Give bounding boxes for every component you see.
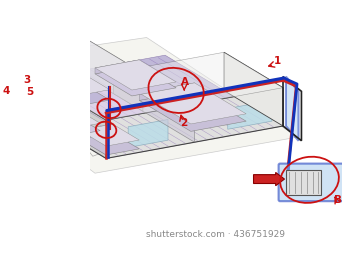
Polygon shape — [0, 33, 195, 120]
Text: 4: 4 — [3, 86, 10, 95]
FancyBboxPatch shape — [279, 164, 342, 201]
Text: 5: 5 — [26, 87, 33, 97]
Polygon shape — [29, 67, 110, 98]
Polygon shape — [139, 83, 195, 100]
Polygon shape — [139, 90, 246, 131]
Polygon shape — [0, 49, 106, 158]
Text: B: B — [333, 195, 342, 206]
FancyArrow shape — [253, 172, 285, 186]
Polygon shape — [44, 106, 100, 128]
Text: 2: 2 — [180, 118, 187, 128]
Polygon shape — [224, 52, 283, 126]
Polygon shape — [80, 133, 139, 155]
Polygon shape — [80, 124, 113, 139]
Polygon shape — [0, 38, 298, 173]
Polygon shape — [139, 83, 246, 124]
Text: 1: 1 — [274, 56, 281, 66]
Polygon shape — [95, 66, 176, 96]
Polygon shape — [77, 33, 195, 142]
Polygon shape — [44, 106, 71, 118]
Text: 3: 3 — [24, 75, 31, 85]
Polygon shape — [77, 55, 283, 142]
Polygon shape — [114, 68, 143, 111]
Polygon shape — [0, 41, 32, 88]
Polygon shape — [29, 78, 110, 108]
Text: A: A — [181, 77, 189, 87]
Polygon shape — [128, 120, 168, 148]
Polygon shape — [0, 71, 195, 158]
Polygon shape — [80, 124, 139, 146]
Polygon shape — [286, 170, 321, 195]
Text: shutterstock.com · 436751929: shutterstock.com · 436751929 — [146, 230, 286, 239]
Polygon shape — [135, 52, 283, 104]
Polygon shape — [29, 67, 73, 86]
Polygon shape — [44, 113, 100, 136]
Polygon shape — [286, 77, 299, 141]
Polygon shape — [106, 88, 283, 158]
Polygon shape — [228, 101, 272, 129]
Polygon shape — [95, 60, 176, 90]
Polygon shape — [95, 60, 139, 74]
